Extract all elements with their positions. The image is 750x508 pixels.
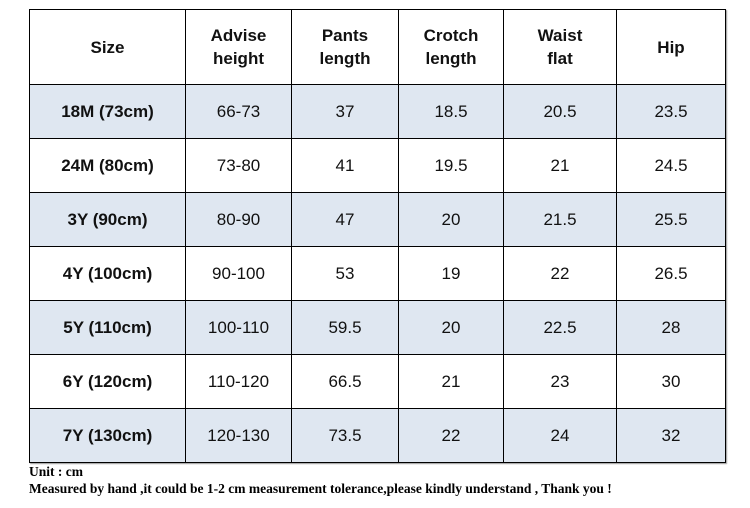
table-row: 18M (73cm) 66-73 37 18.5 20.5 23.5 <box>29 84 726 139</box>
value-cell: 120-130 <box>185 408 292 463</box>
value-cell: 21 <box>398 354 504 409</box>
value-cell: 25.5 <box>616 192 726 247</box>
table-row: 6Y (120cm) 110-120 66.5 21 23 30 <box>29 354 726 409</box>
value-cell: 19 <box>398 246 504 301</box>
header-cell: Crotch length <box>398 9 504 85</box>
value-cell: 66-73 <box>185 84 292 139</box>
value-cell: 21 <box>503 138 617 193</box>
value-cell: 53 <box>291 246 399 301</box>
header-cell: Waist flat <box>503 9 617 85</box>
size-cell: 5Y (110cm) <box>29 300 186 355</box>
value-cell: 20 <box>398 300 504 355</box>
table-row: 3Y (90cm) 80-90 47 20 21.5 25.5 <box>29 192 726 247</box>
value-cell: 110-120 <box>185 354 292 409</box>
value-cell: 32 <box>616 408 726 463</box>
value-cell: 30 <box>616 354 726 409</box>
header-cell: Pants length <box>291 9 399 85</box>
size-cell: 24M (80cm) <box>29 138 186 193</box>
header-cell: Advise height <box>185 9 292 85</box>
table-row: 4Y (100cm) 90-100 53 19 22 26.5 <box>29 246 726 301</box>
value-cell: 20 <box>398 192 504 247</box>
size-cell: 18M (73cm) <box>29 84 186 139</box>
size-table: Size Advise height Pants length Crotch leng… <box>29 9 726 463</box>
table-row: 5Y (110cm) 100-110 59.5 20 22.5 28 <box>29 300 726 355</box>
value-cell: 90-100 <box>185 246 292 301</box>
value-cell: 73.5 <box>291 408 399 463</box>
value-cell: 41 <box>291 138 399 193</box>
value-cell: 19.5 <box>398 138 504 193</box>
value-cell: 100-110 <box>185 300 292 355</box>
value-cell: 80-90 <box>185 192 292 247</box>
value-cell: 22 <box>503 246 617 301</box>
value-cell: 23.5 <box>616 84 726 139</box>
size-cell: 7Y (130cm) <box>29 408 186 463</box>
value-cell: 18.5 <box>398 84 504 139</box>
unit-note: Unit : cm <box>29 464 83 479</box>
header-cell: Size <box>29 9 186 85</box>
header-row: Size Advise height Pants length Crotch leng… <box>29 9 726 85</box>
header-cell: Hip <box>616 9 726 85</box>
value-cell: 66.5 <box>291 354 399 409</box>
value-cell: 59.5 <box>291 300 399 355</box>
size-cell: 3Y (90cm) <box>29 192 186 247</box>
value-cell: 20.5 <box>503 84 617 139</box>
value-cell: 22.5 <box>503 300 617 355</box>
value-cell: 21.5 <box>503 192 617 247</box>
value-cell: 28 <box>616 300 726 355</box>
table-row: 24M (80cm) 73-80 41 19.5 21 24.5 <box>29 138 726 193</box>
value-cell: 26.5 <box>616 246 726 301</box>
tolerance-note: Measured by hand ,it could be 1-2 cm mea… <box>29 481 612 496</box>
value-cell: 24.5 <box>616 138 726 193</box>
table-body: 18M (73cm) 66-73 37 18.5 20.5 23.5 24M (80cm) 7… <box>29 84 726 463</box>
value-cell: 47 <box>291 192 399 247</box>
size-cell: 4Y (100cm) <box>29 246 186 301</box>
value-cell: 23 <box>503 354 617 409</box>
value-cell: 37 <box>291 84 399 139</box>
table-row: 7Y (130cm) 120-130 73.5 22 24 32 <box>29 408 726 463</box>
size-cell: 6Y (120cm) <box>29 354 186 409</box>
value-cell: 22 <box>398 408 504 463</box>
value-cell: 24 <box>503 408 617 463</box>
value-cell: 73-80 <box>185 138 292 193</box>
